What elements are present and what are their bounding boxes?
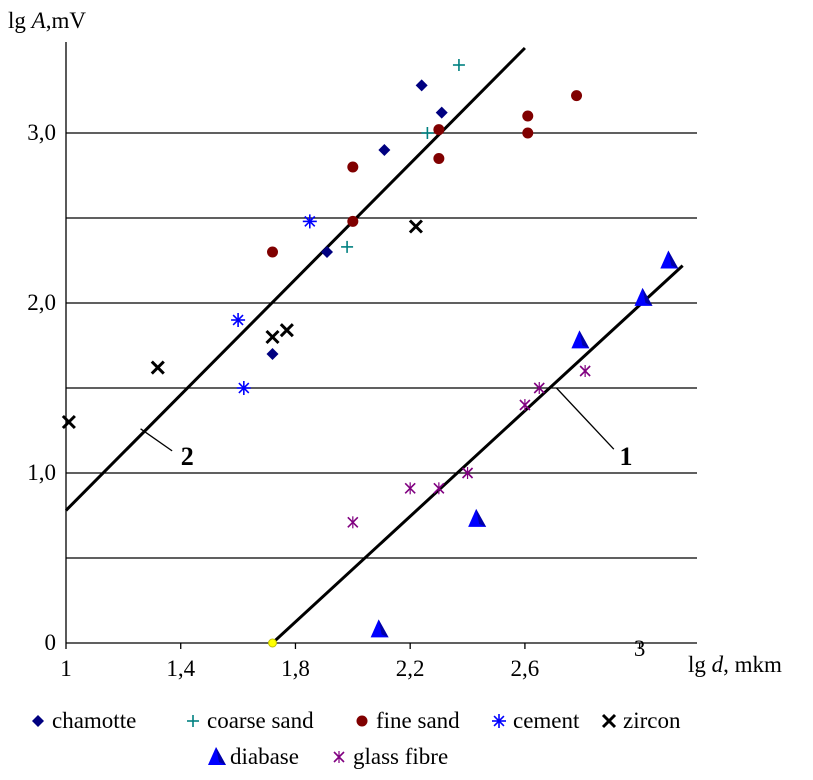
x-tick-label: 3 — [634, 636, 646, 661]
x-tick-label: 1,8 — [281, 656, 310, 681]
data-point-chamotte — [435, 106, 448, 119]
data-point-zircon — [265, 329, 280, 345]
x-tick-label: 1 — [60, 656, 72, 681]
data-point-fine-sand — [347, 161, 359, 173]
legend-marker-coarse-sand — [187, 715, 199, 727]
leader-line-2 — [140, 428, 173, 452]
data-point-zircon — [61, 414, 76, 430]
data-point-glass-fibre — [433, 482, 445, 495]
data-point-cement — [236, 381, 251, 395]
data-point-fine-sand — [347, 215, 359, 227]
legend-label-zircon: zircon — [623, 708, 681, 733]
data-point-diabase — [571, 330, 590, 349]
data-point-diabase — [468, 508, 487, 527]
regression-line-2 — [64, 46, 526, 512]
data-point-glass-fibre — [533, 382, 545, 394]
data-point-cement — [302, 214, 317, 229]
y-tick-label: 2,0 — [27, 290, 56, 315]
data-point-glass-fibre — [347, 516, 359, 529]
x-tick-label: 2,6 — [511, 656, 540, 681]
legend-marker-diabase — [208, 747, 226, 765]
legend-marker-zircon — [601, 713, 617, 729]
legend-marker-glass-fibre — [333, 751, 345, 763]
data-point-chamotte — [321, 246, 334, 258]
legend-label-diabase: diabase — [230, 744, 299, 769]
y-tick-label: 3,0 — [27, 120, 56, 145]
data-point-zircon — [408, 219, 423, 234]
data-point-fine-sand — [433, 124, 445, 136]
legend-label-cement: cement — [513, 708, 580, 733]
x-axis-label: lg d, mkm — [688, 652, 782, 677]
legend-marker-fine-sand — [356, 715, 368, 727]
data-point-diabase — [370, 619, 389, 638]
x-tick-label: 1,4 — [166, 656, 195, 681]
legend-marker-chamotte — [32, 715, 44, 727]
origin-marker — [268, 638, 278, 648]
data-point-glass-fibre — [404, 482, 416, 495]
data-point-coarse-sand — [421, 127, 434, 139]
legend-label-fine-sand: fine sand — [376, 708, 460, 733]
line-label-2: 2 — [181, 442, 194, 471]
data-point-coarse-sand — [341, 240, 354, 253]
regression-line-1 — [271, 264, 684, 645]
data-point-fine-sand — [522, 127, 534, 139]
x-tick-label: 2,2 — [396, 656, 425, 681]
data-point-glass-fibre — [579, 365, 591, 377]
data-point-diabase — [634, 287, 653, 306]
data-point-glass-fibre — [461, 467, 474, 479]
data-point-zircon — [150, 360, 165, 375]
legend-label-chamotte: chamotte — [52, 708, 136, 733]
legend-label-coarse-sand: coarse sand — [207, 708, 314, 733]
data-point-fine-sand — [522, 110, 534, 122]
data-point-diabase — [660, 250, 679, 269]
legend-marker-cement — [492, 714, 506, 728]
data-point-fine-sand — [267, 246, 279, 258]
data-point-coarse-sand — [452, 59, 465, 71]
data-point-glass-fibre — [519, 399, 531, 411]
data-point-chamotte — [378, 144, 391, 156]
data-point-chamotte — [266, 348, 279, 360]
data-point-chamotte — [415, 79, 428, 92]
y-tick-label: 1,0 — [27, 460, 56, 485]
legend-label-glass-fibre: glass fibre — [353, 744, 448, 769]
leader-line-1 — [555, 387, 615, 450]
y-tick-label: 0 — [45, 630, 57, 655]
data-point-fine-sand — [433, 153, 445, 164]
data-point-cement — [231, 313, 246, 327]
data-point-zircon — [279, 323, 294, 338]
line-label-1: 1 — [620, 442, 633, 471]
y-axis-label: lg A,mV — [8, 8, 86, 33]
data-point-fine-sand — [571, 90, 583, 102]
